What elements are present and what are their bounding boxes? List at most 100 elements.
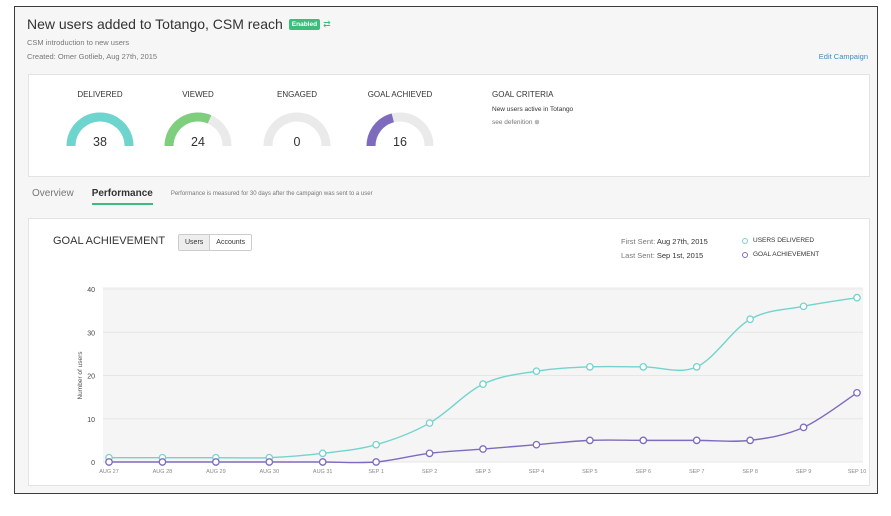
- gauge-fill: [366, 113, 395, 147]
- tab-performance[interactable]: Performance: [91, 188, 153, 205]
- data-point[interactable]: [853, 388, 861, 397]
- x-tick-label: SEP 7: [689, 469, 705, 475]
- data-point[interactable]: [265, 458, 274, 466]
- legend-dot-users-delivered: [742, 237, 748, 244]
- see-definition-label[interactable]: see defenition: [492, 119, 533, 126]
- goal-achieved-gauge: [366, 112, 434, 147]
- data-point[interactable]: [853, 293, 861, 302]
- data-point[interactable]: [639, 436, 648, 445]
- x-tick-label: AUG 28: [153, 469, 173, 475]
- data-point[interactable]: [586, 436, 594, 445]
- campaign-description: CSM introduction to new users: [27, 38, 130, 47]
- x-tick-label: SEP 5: [582, 469, 598, 475]
- y-axis-label: Number of users: [77, 351, 84, 400]
- data-point[interactable]: [532, 440, 541, 449]
- data-point[interactable]: [372, 458, 380, 466]
- last-sent-value: Sep 1st, 2015: [656, 251, 704, 260]
- legend-goal-achievement: GOAL ACHIEVEMENT: [742, 251, 819, 258]
- data-point[interactable]: [799, 423, 808, 432]
- y-tick-label: 0: [91, 460, 95, 467]
- performance-note: Performance is measured for 30 days afte…: [170, 191, 373, 197]
- toggle-users[interactable]: Users: [179, 235, 210, 250]
- created-info: Created: Omer Gotlieb, Aug 27th, 2015: [27, 52, 158, 61]
- x-tick-label: AUG 31: [313, 469, 333, 475]
- tab-overview[interactable]: Overview: [32, 188, 74, 199]
- data-point[interactable]: [372, 440, 380, 449]
- last-sent-label: Last Sent:: [621, 251, 655, 260]
- x-tick-label: SEP 3: [475, 469, 491, 475]
- x-tick-label: SEP 1: [368, 469, 384, 475]
- data-point[interactable]: [158, 458, 167, 466]
- data-point[interactable]: [425, 419, 434, 427]
- campaign-window: New users added to Totango, CSM reach En…: [14, 6, 878, 494]
- plot-area: [103, 287, 863, 462]
- stat-label: ENGAGED: [276, 90, 317, 99]
- tab-bar: Overview Performance Performance is meas…: [32, 188, 373, 205]
- x-tick-label: AUG 29: [206, 469, 226, 475]
- goal-criteria-title: GOAL CRITERIA: [492, 90, 554, 99]
- viewed-gauge: [164, 112, 232, 147]
- data-point[interactable]: [692, 436, 701, 445]
- stat-label: DELIVERED: [77, 90, 123, 99]
- data-point[interactable]: [746, 315, 754, 324]
- edit-campaign-link[interactable]: Edit Campaign: [818, 52, 868, 61]
- users-accounts-toggle: Users Accounts: [178, 234, 253, 251]
- stat-label: GOAL ACHIEVED: [367, 90, 433, 99]
- data-point[interactable]: [212, 458, 220, 466]
- data-point[interactable]: [532, 367, 541, 376]
- y-tick-label: 20: [87, 374, 95, 381]
- first-sent: First Sent: Aug 27th, 2015: [621, 237, 708, 246]
- gauge-fill: [164, 112, 212, 147]
- x-tick-label: SEP 10: [848, 469, 867, 475]
- stat-value: 24: [191, 135, 205, 149]
- title-row: New users added to Totango, CSM reach En…: [27, 16, 331, 32]
- x-tick-label: SEP 9: [796, 469, 812, 475]
- y-tick-label: 10: [87, 417, 95, 424]
- first-sent-label: First Sent:: [621, 237, 656, 246]
- toggle-accounts[interactable]: Accounts: [209, 235, 252, 250]
- stats-card: DELIVERED 38 VIEWED 24 ENGAGED 0 GOAL AC…: [28, 74, 870, 177]
- x-tick-label: SEP 2: [422, 469, 438, 475]
- x-tick-label: SEP 6: [636, 469, 652, 475]
- chart-title: GOAL ACHIEVEMENT: [53, 235, 166, 247]
- line-chart: 0 10 20 30 40 AUG 27 AUG 28 AUG 29 AUG 30 AUG 31 S…: [77, 287, 867, 475]
- chart-card: GOAL ACHIEVEMENT Users Accounts First Se…: [28, 218, 870, 486]
- gauge-fill: [66, 112, 134, 147]
- stat-label: VIEWED: [182, 90, 214, 99]
- legend-label-goal-achievement: GOAL ACHIEVEMENT: [753, 251, 820, 258]
- data-point[interactable]: [799, 302, 808, 311]
- data-point[interactable]: [318, 449, 327, 458]
- gauge-track: [263, 112, 331, 147]
- stat-value: 38: [93, 135, 107, 149]
- goal-criteria-text: New users active in Totango: [492, 106, 574, 113]
- x-tick-label: AUG 30: [259, 469, 279, 475]
- legend-users-delivered: USERS DELIVERED: [742, 237, 814, 244]
- data-point[interactable]: [479, 445, 487, 453]
- legend-label-users-delivered: USERS DELIVERED: [753, 237, 815, 244]
- x-tick-label: SEP 4: [529, 469, 545, 475]
- campaign-title: New users added to Totango, CSM reach: [27, 16, 283, 32]
- first-sent-value: Aug 27th, 2015: [656, 237, 708, 246]
- data-point[interactable]: [746, 436, 754, 445]
- data-point[interactable]: [639, 363, 648, 371]
- status-badge[interactable]: Enabled: [288, 18, 321, 30]
- legend-dot-goal-achievement: [742, 251, 748, 258]
- y-tick-label: 40: [87, 287, 95, 294]
- data-point[interactable]: [425, 449, 434, 458]
- last-sent: Last Sent: Sep 1st, 2015: [621, 251, 703, 260]
- data-point[interactable]: [692, 363, 701, 371]
- stat-value: 0: [293, 135, 301, 149]
- data-point[interactable]: [479, 380, 487, 388]
- data-point[interactable]: [586, 363, 594, 371]
- x-tick-label: SEP 8: [742, 469, 758, 475]
- see-definition-link[interactable]: see defenition ⊕: [492, 118, 540, 126]
- engaged-gauge: [263, 112, 331, 147]
- delivered-gauge: [66, 112, 134, 147]
- link-icon[interactable]: ⇄: [323, 18, 331, 29]
- arrow-circle-icon[interactable]: ⊕: [534, 119, 540, 126]
- x-tick-label: AUG 27: [99, 469, 119, 475]
- data-point[interactable]: [105, 458, 113, 466]
- y-tick-label: 30: [87, 330, 95, 337]
- data-point[interactable]: [318, 458, 327, 466]
- stat-value: 16: [393, 135, 407, 149]
